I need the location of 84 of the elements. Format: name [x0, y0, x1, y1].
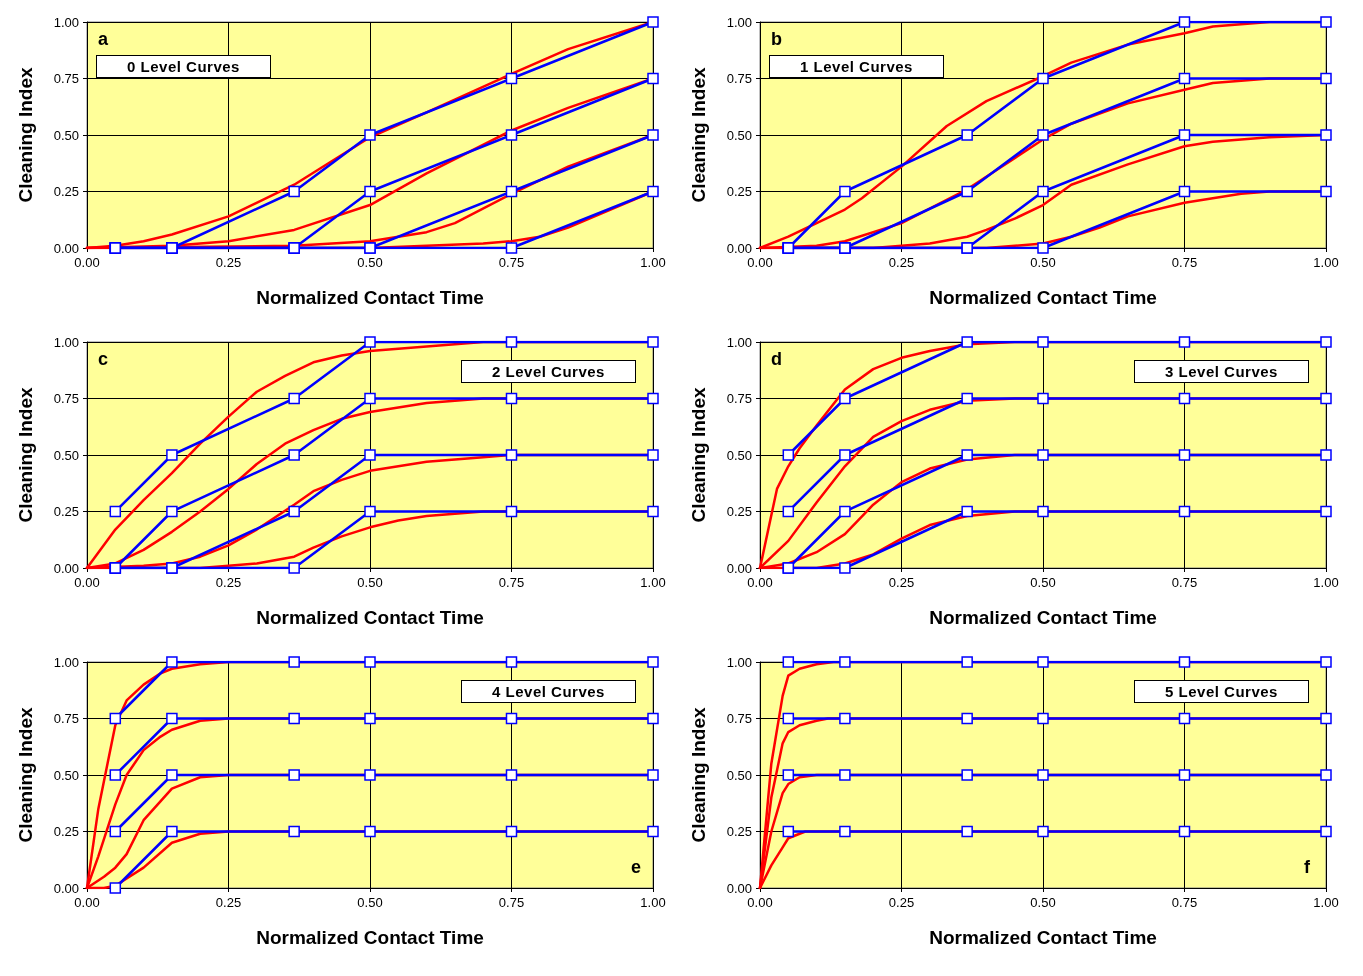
y-axis-title: Cleaning Index	[15, 707, 36, 843]
y-tick-label: 1.00	[726, 14, 752, 30]
y-tick-label: 0.00	[726, 880, 752, 896]
y-tick-label: 0.25	[53, 504, 79, 519]
y-tick-label: 0.50	[53, 767, 79, 783]
annotation: a	[98, 29, 109, 49]
annotation: f	[1304, 857, 1311, 877]
y-tick-label: 0.75	[53, 71, 79, 86]
annotation: e	[631, 857, 642, 877]
label-box: 5 Level Curves	[1134, 680, 1309, 703]
x-tick-label: 1.00	[1313, 895, 1339, 910]
y-tick-label: 0.25	[726, 504, 752, 519]
x-axis-title: Normalized Contact Time	[256, 927, 484, 948]
y-axis-title: Cleaning Index	[688, 67, 709, 203]
annotation: b	[771, 29, 782, 49]
x-tick-label: 0.75	[498, 575, 525, 590]
y-tick-label: 0.25	[53, 184, 79, 199]
y-tick-label: 0.00	[726, 560, 752, 576]
y-tick-label: 0.75	[726, 71, 752, 86]
label-box: 2 Level Curves	[461, 360, 636, 383]
x-tick-label: 0.00	[747, 575, 773, 590]
y-tick-label: 1.00	[53, 654, 79, 670]
x-tick-label: 0.75	[1171, 895, 1198, 910]
y-axis-title: Cleaning Index	[688, 707, 709, 843]
y-axis-title: Cleaning Index	[688, 387, 709, 523]
x-tick-label: 1.00	[640, 895, 666, 910]
x-axis-title: Normalized Contact Time	[256, 287, 484, 308]
y-tick-label: 0.75	[726, 711, 752, 726]
x-tick-label: 0.75	[1171, 575, 1198, 590]
x-tick-label: 0.00	[747, 255, 773, 270]
x-tick-label: 0.75	[498, 255, 525, 270]
x-tick-label: 0.50	[357, 895, 383, 910]
x-tick-label: 0.00	[747, 895, 773, 910]
x-tick-label: 0.50	[357, 255, 383, 270]
x-axis-title: Normalized Contact Time	[929, 607, 1157, 628]
x-tick-label: 0.25	[215, 255, 242, 270]
y-tick-label: 0.00	[53, 560, 79, 576]
y-axis-title: Cleaning Index	[15, 67, 36, 203]
y-tick-label: 1.00	[53, 14, 79, 30]
x-tick-label: 0.50	[1030, 895, 1056, 910]
annotation: d	[771, 349, 782, 369]
x-tick-label: 1.00	[1313, 255, 1339, 270]
x-tick-label: 1.00	[640, 255, 666, 270]
x-axis-title: Normalized Contact Time	[929, 287, 1157, 308]
x-tick-label: 0.25	[888, 895, 915, 910]
x-tick-label: 0.50	[1030, 575, 1056, 590]
x-tick-label: 0.25	[888, 575, 915, 590]
y-tick-label: 1.00	[726, 334, 752, 350]
label-box: 4 Level Curves	[461, 680, 636, 703]
y-tick-label: 0.25	[726, 824, 752, 839]
label-box: 1 Level Curves	[769, 55, 944, 78]
x-tick-label: 0.00	[74, 255, 100, 270]
label-box: 3 Level Curves	[1134, 360, 1309, 383]
y-tick-label: 0.50	[53, 127, 79, 143]
x-tick-label: 1.00	[1313, 575, 1339, 590]
x-tick-label: 0.75	[498, 895, 525, 910]
y-tick-label: 0.00	[53, 240, 79, 256]
x-tick-label: 0.25	[888, 255, 915, 270]
x-axis-title: Normalized Contact Time	[929, 927, 1157, 948]
y-tick-label: 0.00	[53, 880, 79, 896]
y-tick-label: 0.75	[726, 391, 752, 406]
y-tick-label: 0.50	[726, 127, 752, 143]
y-tick-label: 0.75	[53, 711, 79, 726]
x-tick-label: 0.00	[74, 895, 100, 910]
annotation: c	[98, 349, 109, 369]
x-tick-label: 0.00	[74, 575, 100, 590]
x-tick-label: 0.50	[1030, 255, 1056, 270]
x-tick-label: 1.00	[640, 575, 666, 590]
y-tick-label: 0.50	[726, 447, 752, 463]
y-tick-label: 0.50	[726, 767, 752, 783]
y-tick-label: 1.00	[726, 654, 752, 670]
y-tick-label: 0.00	[726, 240, 752, 256]
x-tick-label: 0.25	[215, 575, 242, 590]
x-axis-title: Normalized Contact Time	[256, 607, 484, 628]
y-tick-label: 0.25	[53, 824, 79, 839]
label-box: 0 Level Curves	[96, 55, 271, 78]
y-axis-title: Cleaning Index	[15, 387, 36, 523]
x-tick-label: 0.50	[357, 575, 383, 590]
x-tick-label: 0.25	[215, 895, 242, 910]
x-tick-label: 0.75	[1171, 255, 1198, 270]
y-tick-label: 0.25	[726, 184, 752, 199]
y-tick-label: 0.75	[53, 391, 79, 406]
y-tick-label: 0.50	[53, 447, 79, 463]
y-tick-label: 1.00	[53, 334, 79, 350]
